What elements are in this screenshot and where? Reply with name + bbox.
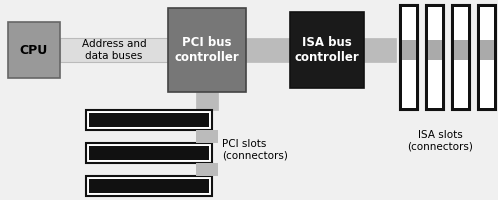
Bar — [60, 38, 168, 62]
Text: CPU: CPU — [20, 44, 48, 56]
Bar — [290, 12, 364, 88]
Bar — [86, 176, 212, 196]
Bar — [86, 143, 212, 163]
Bar — [196, 130, 218, 143]
Bar — [196, 92, 218, 110]
Bar — [89, 146, 209, 160]
Bar — [168, 8, 246, 92]
Bar — [364, 38, 396, 62]
Text: PCI slots
(connectors): PCI slots (connectors) — [222, 139, 288, 161]
Text: ISA slots
(connectors): ISA slots (connectors) — [407, 130, 473, 152]
Bar — [89, 179, 209, 193]
Bar — [452, 5, 470, 110]
Bar — [426, 5, 444, 110]
Bar — [428, 40, 442, 60]
Text: ISA bus
controller: ISA bus controller — [295, 36, 360, 64]
Bar — [246, 38, 290, 62]
Bar — [454, 7, 468, 108]
Bar — [402, 40, 416, 60]
Bar — [480, 7, 494, 108]
Bar — [454, 40, 468, 60]
Bar — [86, 110, 212, 130]
Text: Address and
data buses: Address and data buses — [82, 39, 146, 61]
Bar — [8, 22, 60, 78]
Bar — [196, 163, 218, 176]
Bar — [480, 40, 494, 60]
Bar — [478, 5, 496, 110]
Bar — [400, 5, 418, 110]
Bar — [428, 7, 442, 108]
Bar — [89, 113, 209, 127]
Text: PCI bus
controller: PCI bus controller — [175, 36, 240, 64]
Bar — [402, 7, 416, 108]
